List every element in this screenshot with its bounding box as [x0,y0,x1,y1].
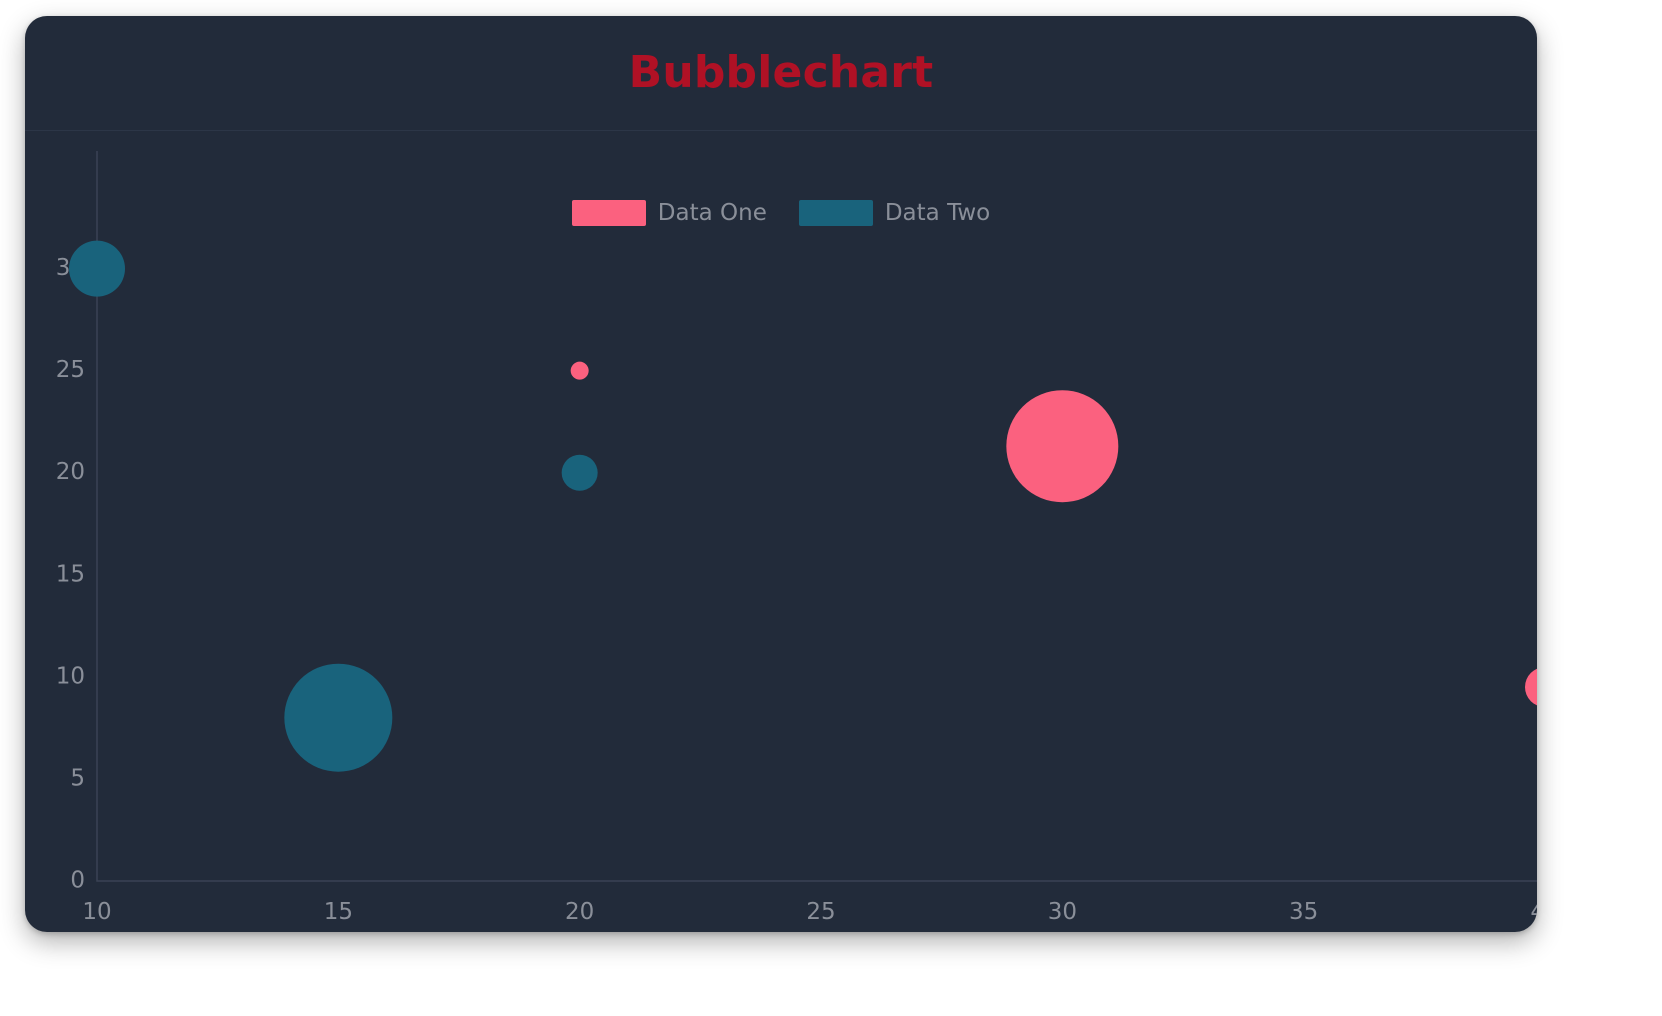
plot-area: 30252015105010152025303540 [25,16,1537,932]
legend-swatch-data-two [798,200,873,226]
legend-label-data-two: Data Two [884,200,991,226]
x-axis-tick-label: 35 [1289,899,1318,925]
bubble-point[interactable] [1006,390,1119,503]
legend-label-data-one: Data One [657,200,767,226]
page-title: Bubblechart [628,47,934,98]
bubble-chart-card: Bubblechart 30252015105010152025303540 D… [25,16,1537,932]
bubble-point[interactable] [561,454,598,491]
x-axis-tick-label: 40 [1530,899,1537,925]
bubble-point[interactable] [1525,667,1537,707]
bubble-point[interactable] [284,663,393,772]
y-axis-tick-label: 25 [56,357,85,383]
axis-lines [96,151,1537,882]
x-axis-tick-label: 10 [82,899,111,925]
y-axis-tick-label: 10 [56,663,85,689]
chart-legend: Data One Data Two [25,200,1537,226]
y-axis-tick-label: 5 [70,765,85,791]
legend-item-data-two[interactable]: Data Two [798,200,991,226]
legend-swatch-data-one [571,200,646,226]
bubble-point[interactable] [69,240,125,297]
y-axis-tick-label: 0 [70,868,85,894]
x-axis-tick-label: 25 [806,899,835,925]
bubble-point[interactable] [570,361,589,380]
y-axis-tick-label: 20 [56,459,85,485]
x-axis-tick-label: 15 [324,899,353,925]
y-axis-tick-label: 15 [56,561,85,587]
x-axis-tick-label: 30 [1048,899,1077,925]
legend-item-data-one[interactable]: Data One [571,200,767,226]
x-axis-tick-label: 20 [565,899,594,925]
title-divider [25,130,1537,131]
chart-canvas: 30252015105010152025303540 [56,151,1537,925]
